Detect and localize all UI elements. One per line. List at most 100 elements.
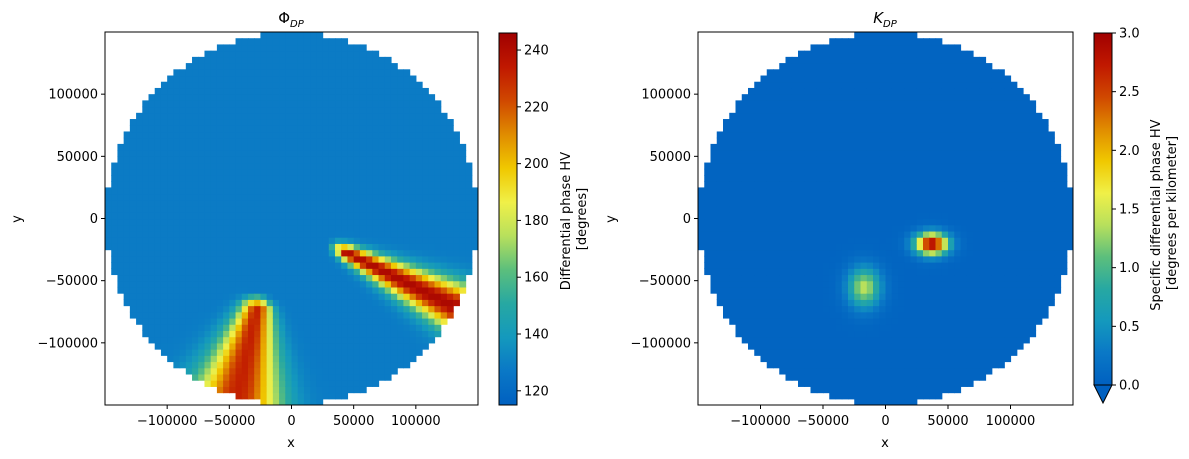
heatmap-cell <box>229 44 237 52</box>
heatmap-cell <box>735 324 743 331</box>
heatmap-cell <box>210 168 218 176</box>
heatmap-cell <box>167 87 174 95</box>
heatmap-cell <box>229 361 237 369</box>
heatmap-cell <box>272 386 280 394</box>
heatmap-cell <box>841 125 849 133</box>
heatmap-cell <box>422 174 429 182</box>
heatmap-cell <box>898 94 905 101</box>
heatmap-cell <box>279 342 286 350</box>
heatmap-cell <box>390 187 398 195</box>
heatmap-cell <box>254 143 262 151</box>
heatmap-cell <box>285 206 293 213</box>
heatmap-cell <box>260 44 268 52</box>
heatmap-cell <box>804 199 812 207</box>
heatmap-cell <box>328 87 336 95</box>
heatmap-cell <box>810 75 818 83</box>
heatmap-cell <box>710 230 718 238</box>
heatmap-cell <box>210 367 218 375</box>
heatmap-cell <box>804 87 812 95</box>
heatmap-cell <box>179 131 187 139</box>
heatmap-cell <box>698 212 705 220</box>
heatmap-cell <box>397 81 404 89</box>
heatmap-cell <box>390 361 398 369</box>
heatmap-cell <box>316 131 324 139</box>
heatmap-cell <box>941 187 949 195</box>
heatmap-cell <box>935 280 943 288</box>
heatmap-cell <box>898 293 905 300</box>
heatmap-cell <box>254 380 262 387</box>
heatmap-cell <box>353 237 361 244</box>
heatmap-cell <box>123 156 131 164</box>
heatmap-cell <box>260 174 268 182</box>
heatmap-cell <box>247 168 255 176</box>
heatmap-cell <box>403 305 411 313</box>
heatmap-cell <box>254 50 262 58</box>
heatmap-cell <box>235 305 243 313</box>
heatmap-cell <box>941 243 949 251</box>
heatmap-cell <box>741 137 749 145</box>
heatmap-cell <box>216 218 224 226</box>
heatmap-cell <box>185 162 193 170</box>
heatmap-cell <box>873 380 880 387</box>
heatmap-cell <box>841 373 849 381</box>
heatmap-cell <box>142 212 150 220</box>
heatmap-cell <box>816 131 824 139</box>
heatmap-cell <box>310 324 317 331</box>
heatmap-cell <box>229 143 237 151</box>
heatmap-cell <box>310 174 317 182</box>
heatmap-cell <box>823 112 830 120</box>
heatmap-cell <box>353 355 361 363</box>
heatmap-cell <box>415 174 423 182</box>
heatmap-cell <box>835 237 843 244</box>
heatmap-cell <box>216 212 224 220</box>
heatmap-cell <box>704 249 712 257</box>
heatmap-cell <box>341 361 349 369</box>
heatmap-cell <box>279 137 286 145</box>
heatmap-cell <box>816 361 824 369</box>
heatmap-cell <box>723 150 730 157</box>
heatmap-cell <box>735 174 743 182</box>
heatmap-cell <box>403 237 411 244</box>
heatmap-cell <box>804 75 812 83</box>
heatmap-cell <box>923 106 930 114</box>
heatmap-cell <box>235 212 243 220</box>
heatmap-cell <box>954 386 962 394</box>
heatmap-cell <box>791 280 799 288</box>
heatmap-cell <box>916 119 924 126</box>
heatmap-cell <box>167 237 174 244</box>
heatmap-cell <box>390 112 398 120</box>
heatmap-cell <box>785 106 793 114</box>
heatmap-cell <box>729 119 737 126</box>
heatmap-cell <box>954 150 962 157</box>
heatmap-cell <box>798 112 805 120</box>
heatmap-cell <box>810 206 818 213</box>
heatmap-cell <box>923 392 930 400</box>
heatmap-cell <box>935 38 943 46</box>
heatmap-cell <box>898 392 905 400</box>
heatmap-cell <box>235 255 243 263</box>
heatmap-cell <box>854 336 862 344</box>
heatmap-cell <box>835 373 843 381</box>
heatmap-cell <box>310 305 317 313</box>
heatmap-cell <box>904 168 912 176</box>
heatmap-cell <box>935 50 943 58</box>
heatmap-cell <box>841 87 849 95</box>
heatmap-cell <box>816 386 824 394</box>
heatmap-cell <box>347 218 355 226</box>
heatmap-cell <box>223 367 230 375</box>
heatmap-cell <box>885 100 893 108</box>
heatmap-cell <box>204 268 212 276</box>
heatmap-cell <box>879 324 887 331</box>
heatmap-cell <box>229 317 237 325</box>
heatmap-cell <box>303 243 311 251</box>
heatmap-cell <box>873 311 880 319</box>
heatmap-cell <box>303 280 311 288</box>
heatmap-cell <box>848 255 855 263</box>
heatmap-cell <box>791 218 799 226</box>
heatmap-cell <box>117 168 125 176</box>
heatmap-cell <box>322 112 330 120</box>
heatmap-cell <box>873 280 880 288</box>
heatmap-cell <box>434 280 442 288</box>
heatmap-cell <box>910 81 918 89</box>
heatmap-cell <box>397 143 404 151</box>
